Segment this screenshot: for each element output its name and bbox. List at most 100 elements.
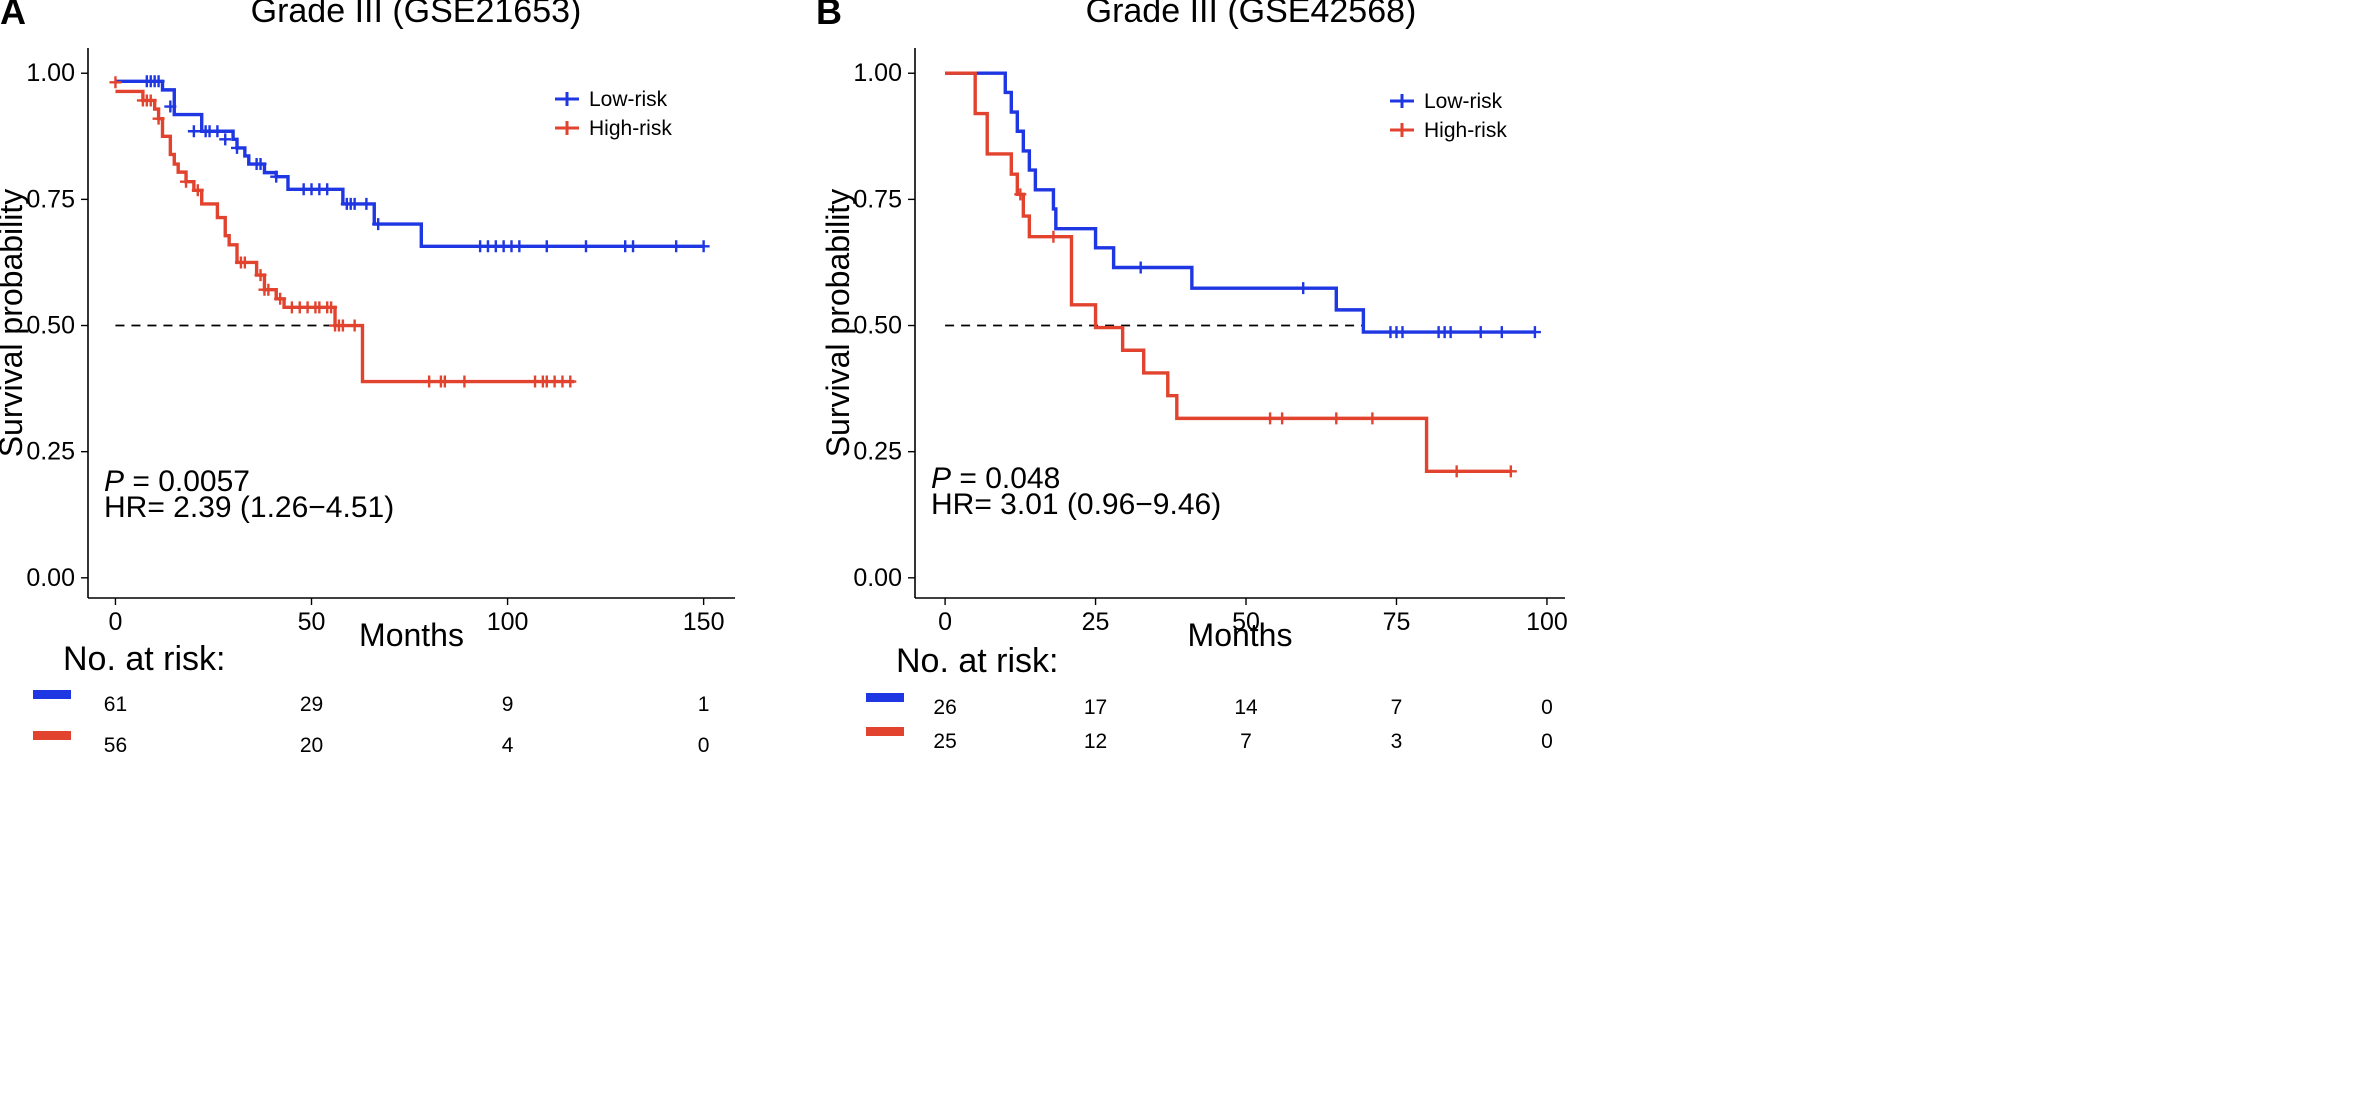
censor-mark-high-risk bbox=[423, 375, 436, 388]
risk-table-title: No. at risk: bbox=[896, 642, 1058, 680]
censor-mark-low-risk bbox=[697, 240, 710, 253]
censor-mark-low-risk bbox=[321, 183, 334, 196]
censor-mark-high-risk bbox=[274, 292, 287, 305]
survival-curve-low-risk bbox=[945, 71, 1535, 334]
censor-mark-low-risk bbox=[579, 240, 592, 253]
censor-mark-low-risk bbox=[513, 240, 526, 253]
risk-row-swatch-low-risk bbox=[33, 690, 71, 699]
hazard-ratio-annotation: HR= 2.39 (1.26−4.51) bbox=[104, 491, 394, 524]
legend-label: Low-risk bbox=[589, 88, 668, 111]
censor-mark-low-risk bbox=[1297, 282, 1310, 295]
x-tick-label: 25 bbox=[1082, 608, 1110, 636]
censor-mark-high-risk bbox=[1014, 188, 1027, 201]
censor-mark-low-risk bbox=[254, 158, 267, 171]
y-tick-label: 1.00 bbox=[853, 59, 902, 87]
x-axis-title: Months bbox=[359, 617, 464, 653]
censor-mark-low-risk bbox=[348, 197, 361, 210]
risk-row-swatch-high-risk bbox=[866, 727, 904, 736]
hazard-ratio-annotation: HR= 3.01 (0.96−9.46) bbox=[931, 488, 1221, 521]
chart-title: Grade III (GSE42568) bbox=[1086, 0, 1417, 30]
censor-mark-high-risk bbox=[191, 184, 204, 197]
y-tick-label: 0.25 bbox=[853, 438, 902, 466]
censor-mark-low-risk bbox=[1134, 261, 1147, 274]
x-tick-label: 75 bbox=[1383, 608, 1411, 636]
km-panel-b: B Grade III (GSE42568) 0.00 0.25 0.50 0.75 1.0… bbox=[816, 0, 1568, 753]
p-value-annotation: P = 0.048 bbox=[931, 462, 1060, 495]
risk-count: 7 bbox=[1240, 730, 1252, 753]
legend-label: Low-risk bbox=[1424, 90, 1503, 113]
censor-mark-high-risk bbox=[336, 319, 349, 332]
y-tick-label: 0.00 bbox=[853, 564, 902, 592]
risk-count: 26 bbox=[933, 696, 956, 719]
risk-count: 7 bbox=[1391, 696, 1403, 719]
panel-letter: B bbox=[816, 0, 842, 32]
censor-mark-low-risk bbox=[231, 141, 244, 154]
censor-mark-high-risk bbox=[1450, 465, 1463, 478]
censor-mark-high-risk bbox=[144, 94, 157, 107]
y-tick-label: 1.00 bbox=[26, 59, 75, 87]
risk-count: 9 bbox=[502, 693, 514, 716]
risk-count: 0 bbox=[698, 734, 710, 757]
censor-mark-low-risk bbox=[627, 240, 640, 253]
censor-mark-low-risk bbox=[211, 125, 224, 138]
risk-count: 25 bbox=[933, 730, 956, 753]
legend-swatch-low-risk bbox=[555, 92, 579, 106]
censor-mark-low-risk bbox=[1474, 326, 1487, 339]
censor-mark-high-risk bbox=[438, 375, 451, 388]
risk-count: 20 bbox=[300, 734, 323, 757]
censor-mark-low-risk bbox=[1528, 326, 1541, 339]
censor-mark-low-risk bbox=[164, 100, 177, 113]
risk-count: 0 bbox=[1541, 730, 1553, 753]
risk-row-swatch-low-risk bbox=[866, 693, 904, 702]
censor-mark-high-risk bbox=[348, 319, 361, 332]
x-tick-label: 100 bbox=[487, 608, 529, 636]
censor-mark-high-risk bbox=[1366, 412, 1379, 425]
censor-mark-high-risk bbox=[109, 76, 122, 89]
censor-mark-high-risk bbox=[152, 112, 165, 125]
risk-count: 14 bbox=[1234, 696, 1258, 719]
censor-mark-high-risk bbox=[1504, 465, 1517, 478]
x-tick-label: 50 bbox=[298, 608, 326, 636]
censor-mark-low-risk bbox=[360, 197, 373, 210]
censor-mark-low-risk bbox=[270, 170, 283, 183]
y-axis-title: Survival probability bbox=[0, 189, 29, 458]
risk-table: No. at risk: 26 17 14 7 0 25 12 7 3 0 bbox=[866, 642, 1553, 753]
y-tick-label: 0.75 bbox=[26, 185, 75, 213]
censor-mark-low-risk bbox=[670, 240, 683, 253]
censor-mark-high-risk bbox=[325, 301, 338, 314]
censor-mark-high-risk bbox=[564, 375, 577, 388]
chart-title: Grade III (GSE21653) bbox=[251, 0, 582, 30]
legend-label: High-risk bbox=[1424, 119, 1507, 142]
risk-count: 1 bbox=[698, 693, 710, 716]
censor-mark-high-risk bbox=[458, 375, 471, 388]
legend: Low-risk High-risk bbox=[555, 88, 672, 140]
y-tick-label: 0.50 bbox=[26, 312, 75, 340]
censor-mark-high-risk bbox=[254, 269, 267, 282]
risk-count: 3 bbox=[1391, 730, 1403, 753]
risk-table: No. at risk: 61 29 9 1 56 20 4 0 bbox=[33, 640, 709, 757]
censor-mark-low-risk bbox=[1444, 326, 1457, 339]
censor-mark-high-risk bbox=[1264, 412, 1277, 425]
risk-count: 61 bbox=[104, 693, 127, 716]
risk-count: 4 bbox=[502, 734, 514, 757]
legend-label: High-risk bbox=[589, 117, 672, 140]
risk-count: 12 bbox=[1084, 730, 1107, 753]
survival-curve-high-risk bbox=[115, 89, 575, 384]
legend: Low-risk High-risk bbox=[1390, 90, 1507, 142]
censor-mark-low-risk bbox=[1396, 326, 1409, 339]
legend-swatch-high-risk bbox=[1390, 123, 1414, 137]
risk-row-swatch-high-risk bbox=[33, 731, 71, 740]
x-tick-label: 50 bbox=[1232, 608, 1260, 636]
y-tick-label: 0.00 bbox=[26, 564, 75, 592]
y-axis-title: Survival probability bbox=[820, 189, 856, 458]
y-tick-label: 0.75 bbox=[853, 185, 902, 213]
censor-mark-low-risk bbox=[372, 218, 385, 231]
censor-mark-low-risk bbox=[540, 240, 553, 253]
censor-mark-low-risk bbox=[152, 75, 165, 88]
censor-mark-low-risk bbox=[1495, 326, 1508, 339]
censor-mark-high-risk bbox=[180, 175, 193, 188]
x-tick-label: 0 bbox=[938, 608, 952, 636]
censor-mark-high-risk bbox=[1330, 412, 1343, 425]
legend-swatch-high-risk bbox=[555, 121, 579, 135]
